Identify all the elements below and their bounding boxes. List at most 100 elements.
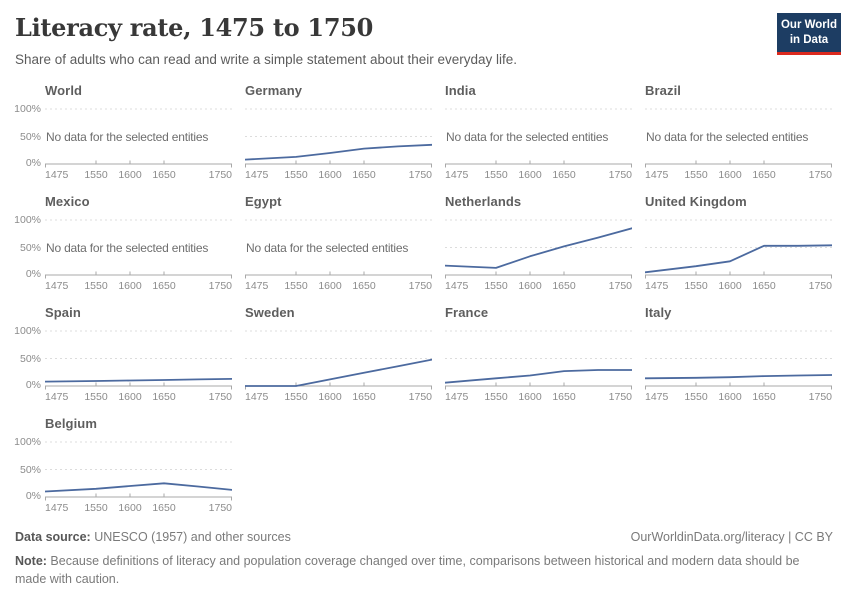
panel-title-brazil: Brazil [645,83,682,98]
svg-text:1600: 1600 [318,391,342,403]
chart-panel-france: France 1475 1550 1600 1650 1750 [444,305,633,404]
no-data-message: No data for the selected entities [46,241,208,255]
panel-title-italy: Italy [645,305,672,320]
panel-plot-world: 1475 1550 1600 1650 1750 No data for the sele… [45,108,232,181]
svg-text:1600: 1600 [518,280,542,292]
svg-text:1650: 1650 [152,169,176,181]
panel-title-germany: Germany [245,83,303,98]
panel-title-belgium: Belgium [45,416,97,431]
chart-panel-belgium: Belgium 1475 1550 1600 1650 1750 100% 50% 0% [14,416,233,515]
svg-text:1550: 1550 [684,169,708,181]
chart-panel-spain: Spain 1475 1550 1600 1650 1750 100% 50% 0% [14,305,233,404]
svg-text:1475: 1475 [245,391,269,403]
data-source-text: UNESCO (1957) and other sources [90,530,291,544]
svg-text:1650: 1650 [152,502,176,514]
panel-plot-mexico: 1475 1550 1600 1650 1750 No data for the sele… [45,219,232,292]
panel-plot-india: 1475 1550 1600 1650 1750 No data for the sele… [445,108,632,181]
panel-title-france: France [445,305,489,320]
svg-text:1550: 1550 [284,280,308,292]
y-axis-label-0pct: 0% [25,268,41,280]
svg-text:1550: 1550 [284,169,308,181]
panel-plot-italy: 1475 1550 1600 1650 1750 [644,330,833,403]
chart-panel-egypt: Egypt 1475 1550 1600 1650 1750 No data for the… [245,195,432,293]
svg-text:1650: 1650 [752,391,776,403]
svg-text:1600: 1600 [718,280,742,292]
owid-logo-line2: in Data [789,33,829,46]
svg-text:1600: 1600 [318,280,342,292]
svg-text:1750: 1750 [209,280,232,292]
svg-text:1750: 1750 [809,280,832,292]
panel-plot-brazil: 1475 1550 1600 1650 1750 No data for the sele… [645,108,832,181]
panel-plot-france: 1475 1550 1600 1650 1750 [444,330,633,403]
svg-text:1750: 1750 [609,280,632,292]
chart-note-text: Because definitions of literacy and popu… [15,554,800,587]
svg-text:1600: 1600 [518,169,542,181]
chart-panel-brazil: Brazil 1475 1550 1600 1650 1750 No data for th… [645,84,832,182]
svg-text:1600: 1600 [718,391,742,403]
chart-footer: Data source: UNESCO (1957) and other sou… [15,530,833,588]
panel-title-united-kingdom: United Kingdom [645,194,747,209]
panel-title-spain: Spain [45,305,81,320]
y-axis-label-100pct: 100% [14,103,41,115]
panel-title-india: India [445,83,476,98]
panel-plot-belgium: 1475 1550 1600 1650 1750 [44,441,233,514]
svg-text:1550: 1550 [484,280,508,292]
svg-text:1750: 1750 [609,391,632,403]
svg-text:1650: 1650 [152,280,176,292]
svg-text:1550: 1550 [84,502,108,514]
svg-text:1475: 1475 [645,391,669,403]
no-data-message: No data for the selected entities [246,241,408,255]
owid-logo[interactable]: Our World in Data [777,13,841,55]
svg-text:1650: 1650 [552,169,576,181]
y-axis-label-100pct: 100% [14,436,41,448]
svg-text:1475: 1475 [645,169,669,181]
chart-panel-sweden: Sweden 1475 1550 1600 1650 1750 [244,306,433,404]
svg-text:1475: 1475 [445,280,469,292]
chart-panel-germany: Germany 1475 1550 1600 1650 1750 [244,83,433,182]
y-axis-label-100pct: 100% [14,214,41,226]
data-source-label: Data source: [15,530,91,544]
no-data-message: No data for the selected entities [46,130,208,144]
svg-text:1750: 1750 [809,169,832,181]
panel-title-netherlands: Netherlands [445,194,522,209]
page-title: Literacy rate, 1475 to 1750 [15,13,374,42]
svg-text:1475: 1475 [45,502,69,514]
svg-text:1750: 1750 [209,169,232,181]
svg-text:1650: 1650 [552,280,576,292]
chart-note: Note: Because definitions of literacy an… [15,552,833,588]
svg-text:1650: 1650 [352,391,376,403]
svg-text:1650: 1650 [752,280,776,292]
svg-text:1550: 1550 [84,391,108,403]
chart-panel-india: India 1475 1550 1600 1650 1750 No data for the… [445,84,632,182]
no-data-message: No data for the selected entities [646,130,808,144]
y-axis-label-50pct: 50% [19,463,41,476]
chart-panel-mexico: Mexico 1475 1550 1600 1650 1750 No data for th… [14,195,232,293]
svg-text:1550: 1550 [684,280,708,292]
y-axis-label-50pct: 50% [19,241,41,254]
svg-text:1650: 1650 [352,169,376,181]
chart-panel-netherlands: Netherlands 1475 1550 1600 1650 1750 [444,194,633,293]
svg-text:1475: 1475 [645,280,669,292]
chart-panel-world: World 1475 1550 1600 1650 1750 No data for the… [14,84,232,182]
data-source: Data source: UNESCO (1957) and other sou… [15,530,291,544]
owid-license-link[interactable]: OurWorldinData.org/literacy | CC BY [630,530,833,544]
svg-text:1600: 1600 [118,502,142,514]
panel-plot-united-kingdom: 1475 1550 1600 1650 1750 [644,219,833,292]
svg-text:1600: 1600 [718,169,742,181]
y-axis-label-50pct: 50% [19,352,41,365]
svg-text:1750: 1750 [209,502,232,514]
svg-text:1650: 1650 [152,391,176,403]
svg-text:1550: 1550 [484,391,508,403]
svg-text:1475: 1475 [45,169,69,181]
svg-text:1750: 1750 [609,169,632,181]
svg-text:1550: 1550 [284,391,308,403]
svg-text:1750: 1750 [809,391,832,403]
no-data-message: No data for the selected entities [446,130,608,144]
svg-text:1750: 1750 [409,391,432,403]
svg-text:1750: 1750 [209,391,232,403]
svg-text:1750: 1750 [409,169,432,181]
y-axis-label-50pct: 50% [19,130,41,143]
panel-plot-sweden: 1475 1550 1600 1650 1750 [244,330,433,403]
svg-text:1600: 1600 [318,169,342,181]
panel-plot-netherlands: 1475 1550 1600 1650 1750 [444,219,633,292]
